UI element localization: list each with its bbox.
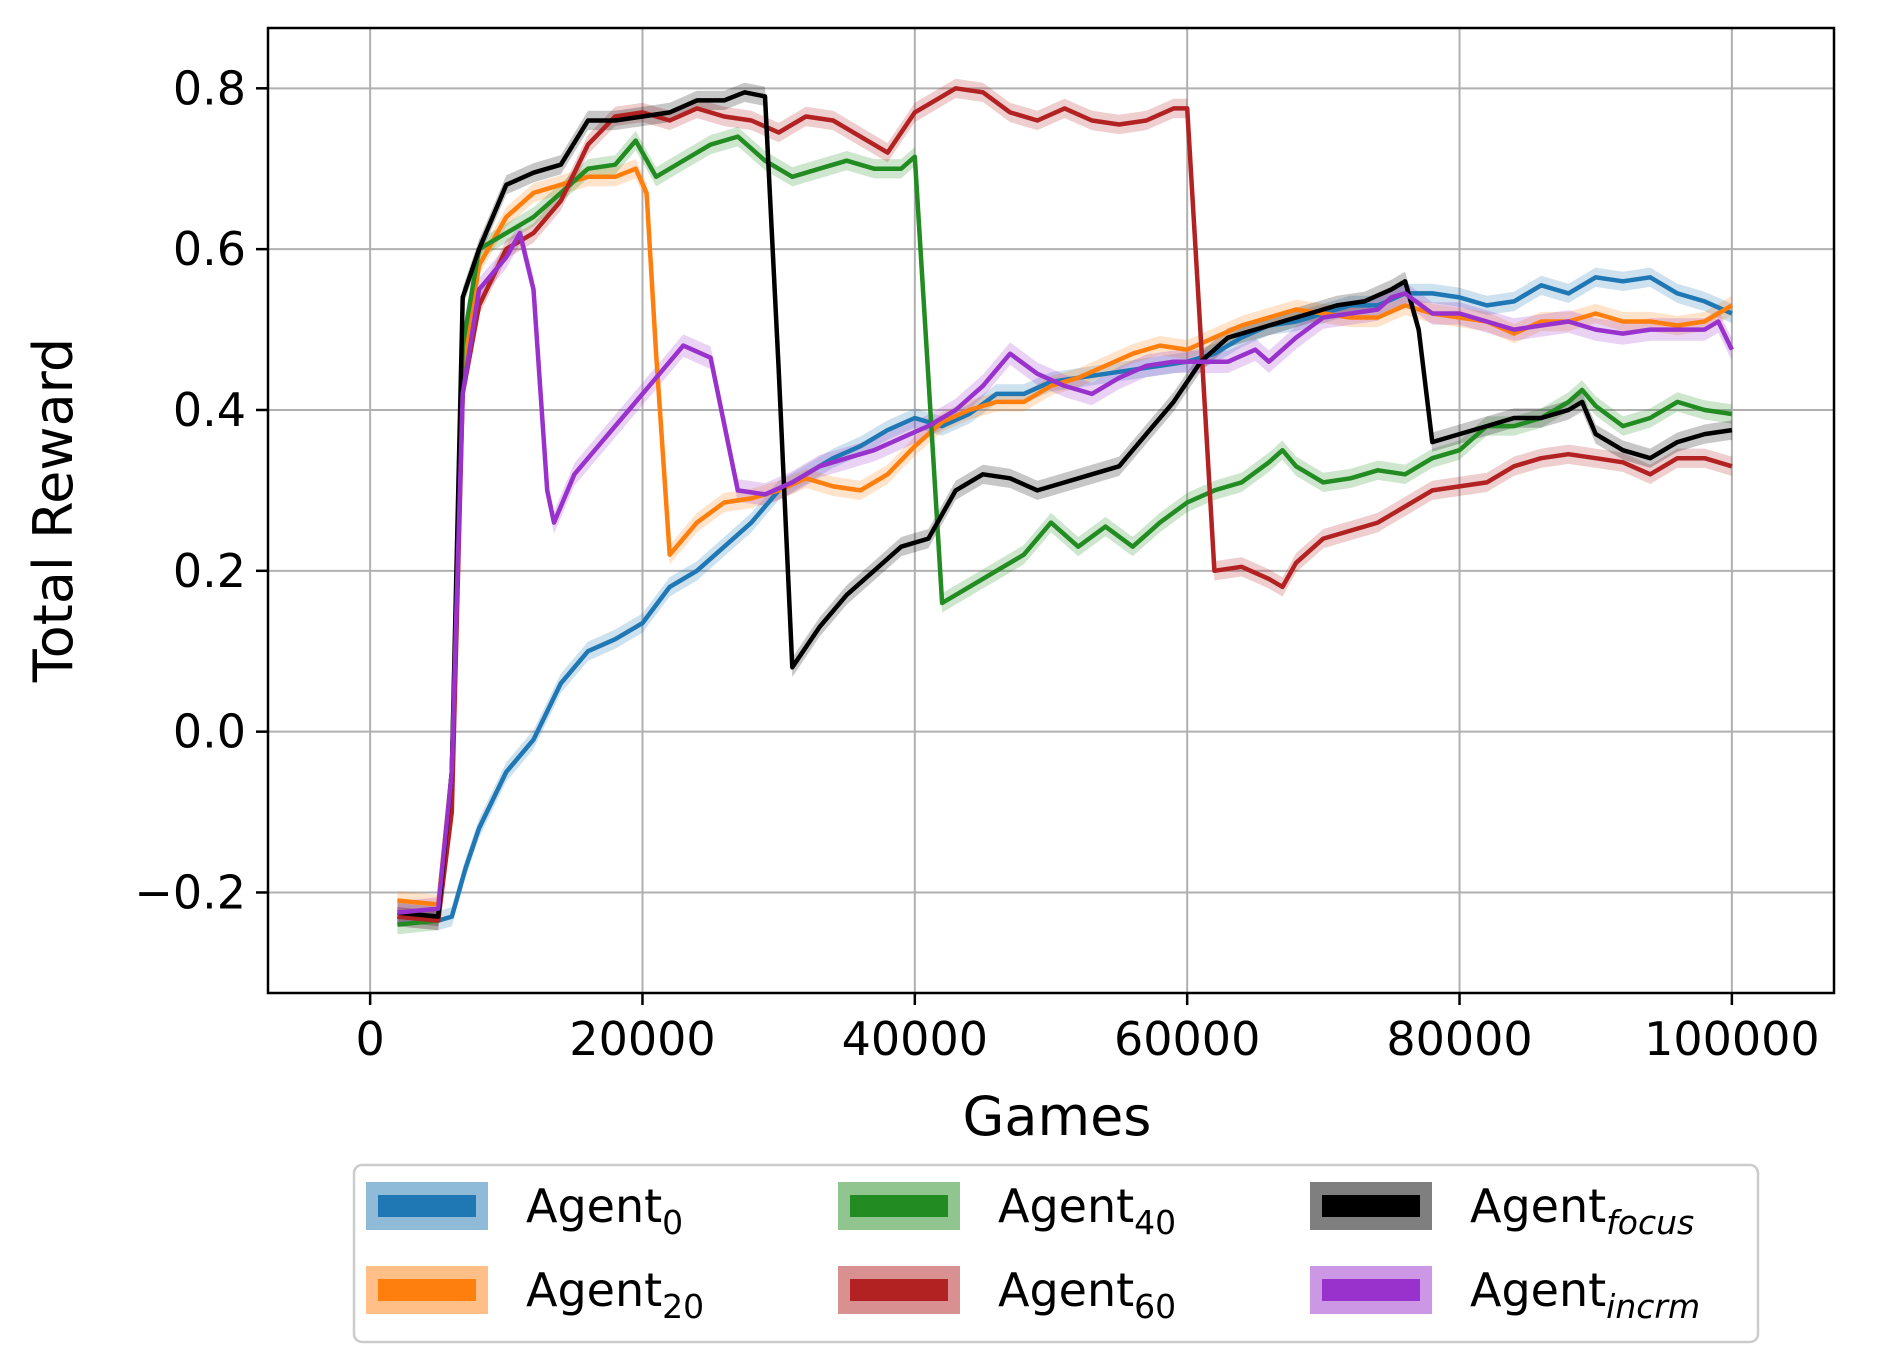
legend-item-agent-40: Agent40	[838, 1179, 1176, 1242]
x-axis-ticks: 0 20000 40000 60000 80000 100000	[355, 993, 1820, 1066]
band-agent-40	[397, 126, 1732, 935]
x-tick-label: 20000	[569, 1012, 715, 1066]
y-tick-label: 0.8	[173, 61, 246, 115]
gridlines	[268, 28, 1834, 993]
band-agent-0	[397, 267, 1732, 931]
legend-label: Agent40	[998, 1179, 1176, 1242]
legend-label: Agent20	[526, 1263, 704, 1326]
legend-swatch-line	[850, 1279, 948, 1301]
legend-swatch-line	[378, 1195, 476, 1217]
line-agent-incrm	[397, 230, 1734, 915]
y-tick-label: 0.6	[173, 222, 246, 276]
band-agent-focus	[397, 82, 1732, 927]
legend-label: Agentincrm	[1470, 1263, 1700, 1326]
y-axis-label: Total Reward	[22, 338, 85, 683]
legend-swatch-line	[850, 1195, 948, 1217]
y-axis-ticks: −0.2 0.0 0.2 0.4 0.6 0.8	[134, 61, 268, 919]
x-tick-label: 0	[355, 1012, 384, 1066]
band-agent-60	[397, 78, 1732, 931]
x-tick-label: 40000	[842, 1012, 988, 1066]
line-agent-focus	[397, 90, 1733, 919]
y-tick-label: 0.4	[173, 383, 246, 437]
legend-swatch-line	[378, 1279, 476, 1301]
y-tick-label: −0.2	[134, 865, 246, 919]
y-tick-label: 0.0	[173, 705, 246, 759]
x-tick-label: 60000	[1114, 1012, 1260, 1066]
x-tick-label: 80000	[1386, 1012, 1532, 1066]
y-tick-label: 0.2	[173, 544, 246, 598]
legend-swatch-line	[1322, 1195, 1420, 1217]
confidence-bands	[397, 78, 1732, 935]
x-tick-label: 100000	[1644, 1012, 1820, 1066]
line-agent-60	[397, 86, 1733, 923]
legend-item-agent-focus: Agentfocus	[1310, 1179, 1694, 1242]
legend-item-agent-0: Agent0	[366, 1179, 683, 1242]
legend-label: Agentfocus	[1470, 1179, 1694, 1242]
legend-label: Agent0	[526, 1179, 683, 1242]
plot-frame	[266, 26, 1836, 995]
legend-item-agent-incrm: Agentincrm	[1310, 1263, 1700, 1326]
legend: Agent0 Agent20 Agent40 Agent60 Agentfocus Age…	[352, 1163, 1760, 1344]
legend-item-agent-20: Agent20	[366, 1263, 704, 1326]
series-lines	[397, 86, 1734, 927]
legend-item-agent-60: Agent60	[838, 1263, 1176, 1326]
line-agent-40	[397, 134, 1733, 927]
legend-label: Agent60	[998, 1263, 1176, 1326]
x-axis-label: Games	[963, 1085, 1152, 1148]
legend-swatch-line	[1322, 1279, 1420, 1301]
